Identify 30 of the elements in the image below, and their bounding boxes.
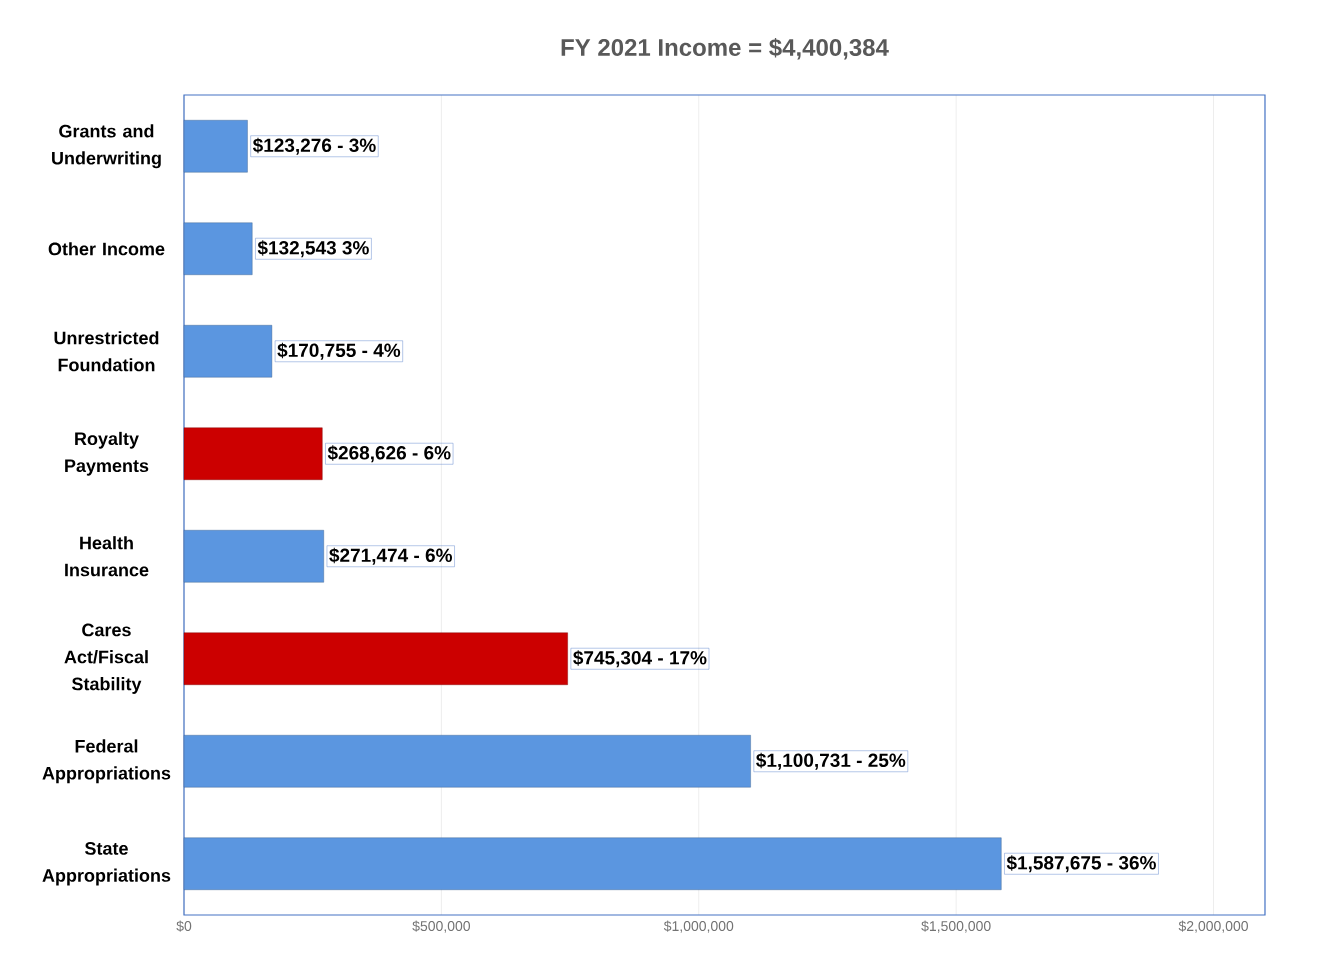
y-tick-label: Unrestricted Foundation	[54, 331, 159, 372]
data-label: $123,276 - 3%	[252, 137, 376, 155]
data-label: $268,626 - 6%	[327, 445, 451, 463]
data-label: $132,543 3%	[257, 240, 369, 258]
x-tick-label: $2,000,000	[1178, 920, 1248, 933]
data-label: $1,100,731 - 25%	[756, 752, 906, 770]
y-tick-label: Grants and Underwriting	[52, 124, 161, 169]
y-tick-label: Other Income	[48, 242, 165, 256]
data-label: $170,755 - 4%	[277, 342, 401, 360]
bar	[183, 632, 568, 685]
bar	[183, 735, 751, 788]
y-tick-label: Federal Appropriations	[42, 739, 171, 784]
x-tick-label: $1,000,000	[663, 920, 734, 933]
data-label: $271,474 - 6%	[329, 547, 452, 565]
bar	[183, 222, 253, 275]
data-label: $1,587,675 - 36%	[1006, 855, 1156, 873]
chart-title: FY 2021 Income = $4,400,384	[561, 37, 889, 60]
bar	[183, 325, 273, 378]
y-tick-label: Cares Act/Fiscal Stability	[64, 623, 148, 694]
x-tick-label: $0	[176, 920, 192, 932]
bar	[183, 837, 1002, 890]
x-tick-label: $1,500,000	[921, 920, 991, 933]
x-tick-label: $500,000	[412, 920, 471, 933]
y-tick-label: Royalty Payments	[65, 431, 149, 476]
bar	[183, 427, 323, 480]
bar	[183, 120, 248, 173]
data-label: $745,304 - 17%	[573, 650, 707, 668]
y-tick-label: Health Insurance	[65, 536, 149, 577]
bar	[183, 530, 324, 583]
y-tick-label: State Appropriations	[42, 842, 171, 886]
